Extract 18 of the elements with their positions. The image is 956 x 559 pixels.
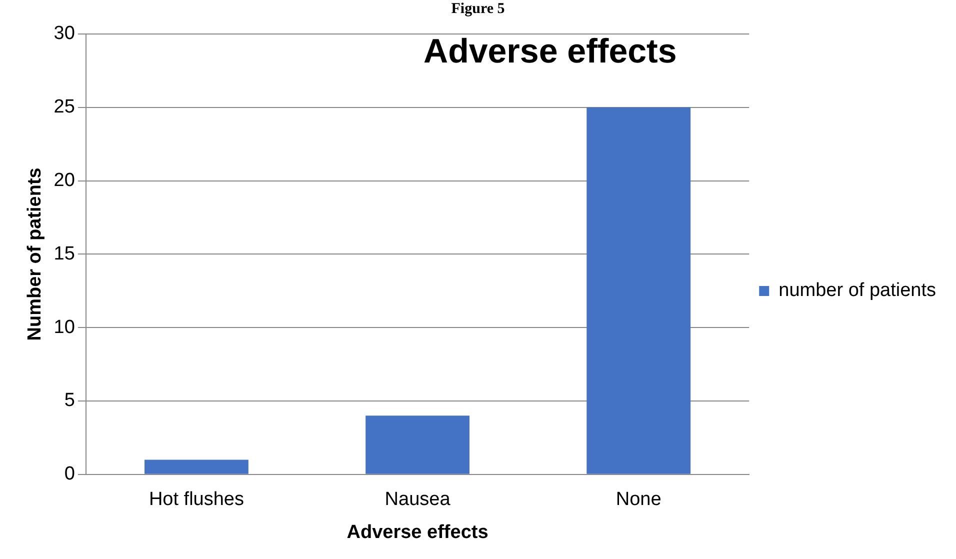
y-tick-label: 15 <box>54 243 75 264</box>
bar <box>586 107 691 474</box>
y-tick-label: 0 <box>64 464 75 485</box>
x-tick-label: Nausea <box>384 489 451 510</box>
caption: Figure 5 <box>450 0 506 18</box>
y-tick-label: 10 <box>54 316 75 338</box>
legend-label: number of patients <box>778 280 936 302</box>
y-tick-label: 25 <box>54 96 75 118</box>
y-axis-title: Number of patients <box>24 168 46 341</box>
bar <box>366 416 470 474</box>
bar <box>144 460 248 474</box>
x-tick-label: None <box>616 489 662 510</box>
y-tick-label: 20 <box>54 170 75 192</box>
x-axis-title: Adverse effects <box>346 522 488 543</box>
x-tick-label: Hot flushes <box>148 489 244 510</box>
y-tick-label: 5 <box>64 390 75 412</box>
y-tick-label: 30 <box>54 23 75 44</box>
chart-title: Adverse effects <box>424 32 677 70</box>
